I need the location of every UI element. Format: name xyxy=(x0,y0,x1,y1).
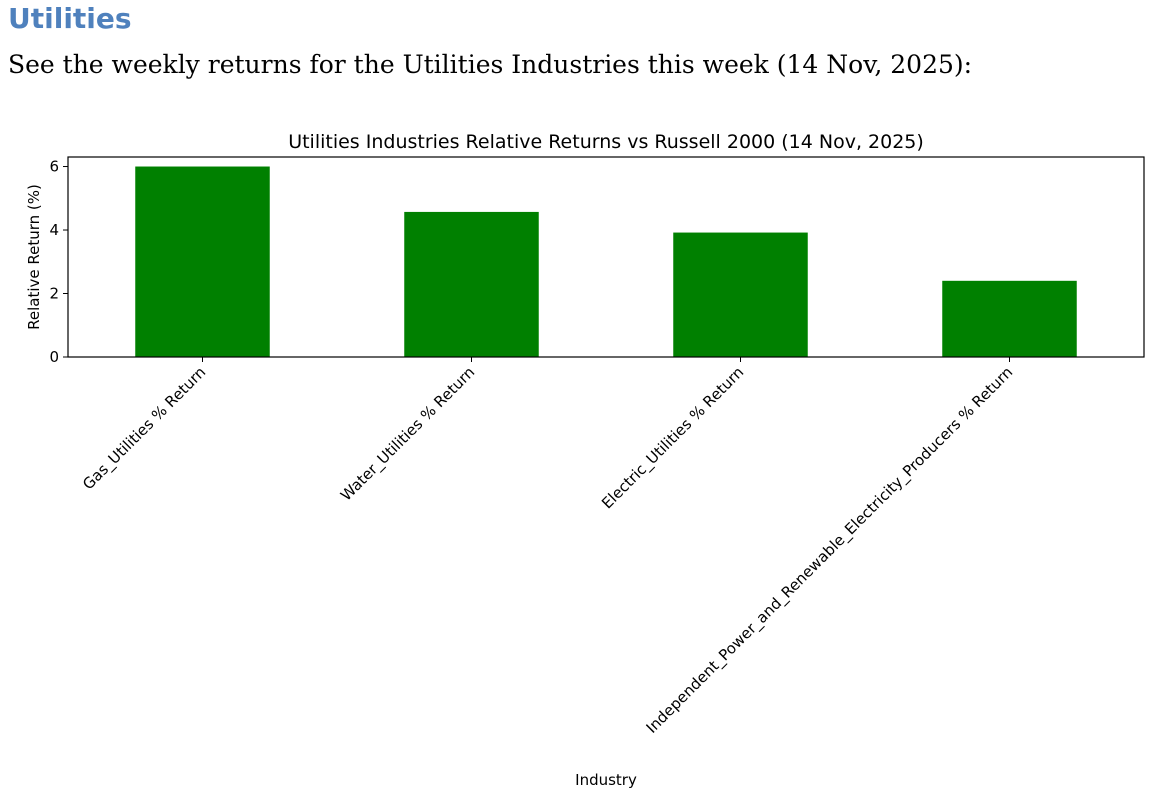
y-tick-label: 0 xyxy=(49,348,59,366)
y-axis-label: Relative Return (%) xyxy=(25,184,43,330)
x-tick-label: Water_Utilities % Return xyxy=(337,363,479,505)
intro-text: See the weekly returns for the Utilities… xyxy=(8,50,973,79)
bar-1 xyxy=(135,166,270,357)
bar-3 xyxy=(673,232,808,357)
bar-2 xyxy=(404,211,539,357)
plot-frame xyxy=(67,156,1145,358)
chart-title: Utilities Industries Relative Returns vs… xyxy=(288,131,924,153)
section-heading: Utilities xyxy=(8,2,132,35)
y-tick-label: 6 xyxy=(49,158,59,176)
y-tick-label: 2 xyxy=(49,285,59,303)
x-tick-label: Electric_Utilities % Return xyxy=(598,363,748,513)
x-tick-label: Gas_Utilities % Return xyxy=(79,363,210,494)
x-axis-label: Industry xyxy=(575,771,637,789)
x-axis: Gas_Utilities % Return Water_Utilities % … xyxy=(79,357,1017,738)
bars-layer xyxy=(135,166,1077,357)
y-axis: 0 2 4 6 xyxy=(49,158,68,366)
y-tick-label: 4 xyxy=(49,221,59,239)
bar-4 xyxy=(942,280,1077,357)
